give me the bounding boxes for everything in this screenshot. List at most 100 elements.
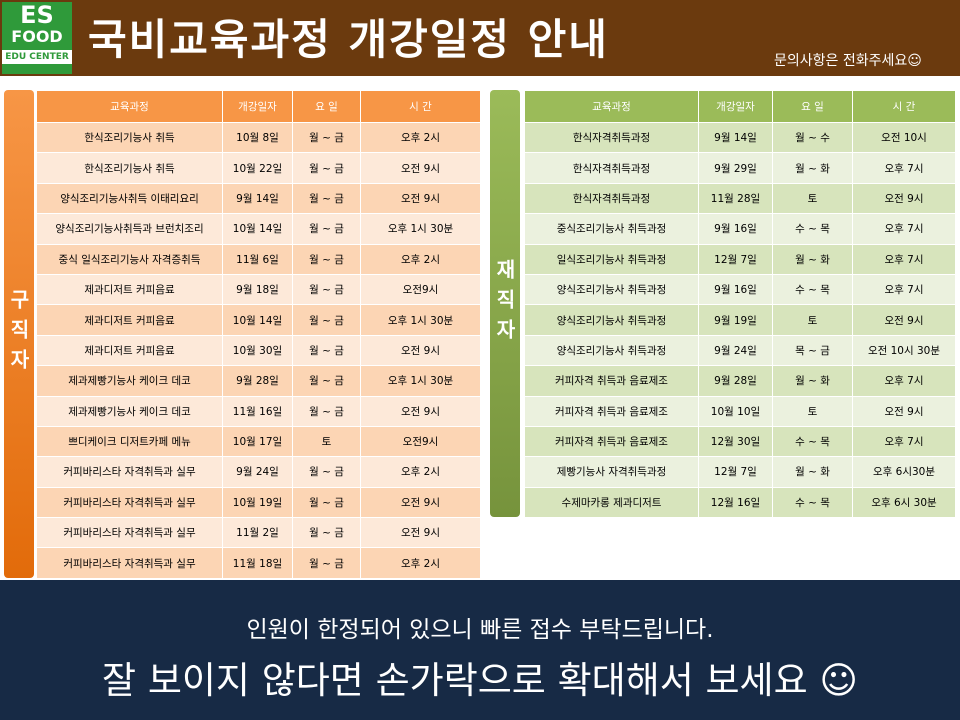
table-cell: 오전 10시 xyxy=(852,121,956,154)
table-row: 양식조리기능사 취득과정 9월 16일 수 ~ 목 오후 7시 xyxy=(524,273,956,306)
column-header: 요 일 xyxy=(772,90,853,123)
column-header: 개강일자 xyxy=(222,90,293,123)
table-cell: 10월 17일 xyxy=(222,425,293,458)
table-row: 커피자격 취득과 음료제조 10월 10일 토 오전 9시 xyxy=(524,395,956,427)
table-cell: 10월 30일 xyxy=(222,334,293,367)
table-cell: 10월 8일 xyxy=(222,121,293,154)
footer: 인원이 한정되어 있으니 빠른 접수 부탁드립니다. 잘 보이지 않다면 손가락… xyxy=(0,580,960,720)
table-cell: 월 ~ 금 xyxy=(292,121,361,154)
table-cell: 12월 7일 xyxy=(698,456,773,488)
table-cell: 월 ~ 금 xyxy=(292,273,361,306)
table-row: 제과디저트 커피음료 9월 18일 월 ~ 금 오전9시 xyxy=(36,273,481,306)
column-header: 시 간 xyxy=(852,90,956,123)
table-cell: 커피자격 취득과 음료제조 xyxy=(524,425,699,458)
header-bar: ES FOOD EDU CENTER 국비교육과정 개강일정 안내 문의사항은 … xyxy=(0,0,960,76)
table-cell: 9월 24일 xyxy=(222,456,293,488)
column-header: 요 일 xyxy=(292,90,361,123)
table-row: 한식자격취득과정 9월 14일 월 ~ 수 오전 10시 xyxy=(524,121,956,154)
table-row: 양식조리기능사 취득과정 9월 24일 목 ~ 금 오전 10시 30분 xyxy=(524,334,956,367)
table-cell: 월 ~ 금 xyxy=(292,486,361,519)
table-cell: 10월 14일 xyxy=(222,213,293,245)
table-cell: 일식조리기능사 취득과정 xyxy=(524,243,699,275)
table-cell: 오후 7시 xyxy=(852,243,956,275)
table-row: 제과디저트 커피음료 10월 30일 월 ~ 금 오전 9시 xyxy=(36,334,481,367)
table-cell: 오전 10시 30분 xyxy=(852,334,956,367)
table-cell: 9월 28일 xyxy=(698,365,773,397)
table-cell: 10월 22일 xyxy=(222,152,293,184)
column-header: 시 간 xyxy=(360,90,481,123)
table-cell: 토 xyxy=(772,395,853,427)
table-cell: 커피자격 취득과 음료제조 xyxy=(524,395,699,427)
table-row: 커피바리스타 자격취득과 실무 11월 18일 월 ~ 금 오후 2시 xyxy=(36,547,481,579)
table-cell: 수제마카롱 제과디저트 xyxy=(524,486,699,519)
table-cell: 월 ~ 금 xyxy=(292,304,361,336)
table-cell: 11월 16일 xyxy=(222,395,293,427)
table-cell: 12월 16일 xyxy=(698,486,773,519)
table-row: 커피바리스타 자격취득과 실무 9월 24일 월 ~ 금 오후 2시 xyxy=(36,456,481,488)
table-cell: 9월 18일 xyxy=(222,273,293,306)
table-row: 한식조리기능사 취득 10월 22일 월 ~ 금 오전 9시 xyxy=(36,152,481,184)
table-cell: 11월 18일 xyxy=(222,547,293,579)
table-cell: 9월 14일 xyxy=(698,121,773,154)
table-cell: 월 ~ 금 xyxy=(292,152,361,184)
table-row: 제과제빵기능사 케이크 데코 11월 16일 월 ~ 금 오전 9시 xyxy=(36,395,481,427)
table-cell: 한식자격취득과정 xyxy=(524,152,699,184)
table-cell: 오후 6시30분 xyxy=(852,456,956,488)
table-cell: 월 ~ 금 xyxy=(292,213,361,245)
table-cell: 토 xyxy=(772,304,853,336)
table-cell: 월 ~ 금 xyxy=(292,456,361,488)
table-cell: 오후 7시 xyxy=(852,273,956,306)
table-cell: 오전 9시 xyxy=(852,395,956,427)
side-label: 구직자 xyxy=(4,90,34,578)
table-cell: 오전9시 xyxy=(360,425,481,458)
table-cell: 오전9시 xyxy=(360,273,481,306)
table-cell: 월 ~ 화 xyxy=(772,456,853,488)
table-cell: 10월 10일 xyxy=(698,395,773,427)
logo-text: EDU CENTER xyxy=(2,50,72,64)
table-cell: 오후 1시 30분 xyxy=(360,304,481,336)
table-cell: 오전 9시 xyxy=(852,182,956,215)
table-cell: 월 ~ 금 xyxy=(292,547,361,579)
table-row: 커피바리스타 자격취득과 실무 10월 19일 월 ~ 금 오전 9시 xyxy=(36,486,481,519)
logo-text: FOOD xyxy=(11,27,63,46)
table-row: 한식자격취득과정 9월 29일 월 ~ 화 오후 7시 xyxy=(524,152,956,184)
table-cell: 월 ~ 금 xyxy=(292,182,361,215)
table-row: 제과제빵기능사 케이크 데코 9월 28일 월 ~ 금 오후 1시 30분 xyxy=(36,365,481,397)
table-cell: 9월 19일 xyxy=(698,304,773,336)
table-cell: 오후 7시 xyxy=(852,213,956,245)
table-cell: 수 ~ 목 xyxy=(772,273,853,306)
table-cell: 양식조리기능사 취득과정 xyxy=(524,304,699,336)
table-row: 커피자격 취득과 음료제조 12월 30일 수 ~ 목 오후 7시 xyxy=(524,425,956,458)
table-row: 수제마카롱 제과디저트 12월 16일 수 ~ 목 오후 6시 30분 xyxy=(524,486,956,519)
table-row: 양식조리기능사 취득과정 9월 19일 토 오전 9시 xyxy=(524,304,956,336)
table-cell: 월 ~ 화 xyxy=(772,365,853,397)
table-cell: 9월 24일 xyxy=(698,334,773,367)
table-cell: 월 ~ 화 xyxy=(772,152,853,184)
table-cell: 양식조리기능사 취득과정 xyxy=(524,334,699,367)
table-row: 중식조리기능사 취득과정 9월 16일 수 ~ 목 오후 7시 xyxy=(524,213,956,245)
table-cell: 9월 16일 xyxy=(698,213,773,245)
table-row: 한식자격취득과정 11월 28일 토 오전 9시 xyxy=(524,182,956,215)
table-cell: 오후 6시 30분 xyxy=(852,486,956,519)
table-cell: 제과제빵기능사 케이크 데코 xyxy=(36,365,223,397)
table-cell: 10월 14일 xyxy=(222,304,293,336)
table-cell: 커피자격 취득과 음료제조 xyxy=(524,365,699,397)
table-cell: 제과디저트 커피음료 xyxy=(36,273,223,306)
table-cell: 토 xyxy=(772,182,853,215)
table-cell: 오전 9시 xyxy=(852,304,956,336)
table-cell: 수 ~ 목 xyxy=(772,486,853,519)
column-header: 교육과정 xyxy=(36,90,223,123)
table-cell: 12월 7일 xyxy=(698,243,773,275)
table-row: 양식조리기능사취득 이태리요리 9월 14일 월 ~ 금 오전 9시 xyxy=(36,182,481,215)
table-cell: 양식조리기능사 취득과정 xyxy=(524,273,699,306)
table-cell: 오전 9시 xyxy=(360,395,481,427)
table-cell: 오후 1시 30분 xyxy=(360,365,481,397)
table-cell: 11월 2일 xyxy=(222,517,293,549)
side-label: 재직자 xyxy=(490,90,520,518)
table-row: 커피바리스타 자격취득과 실무 11월 2일 월 ~ 금 오전 9시 xyxy=(36,517,481,549)
table-cell: 11월 28일 xyxy=(698,182,773,215)
